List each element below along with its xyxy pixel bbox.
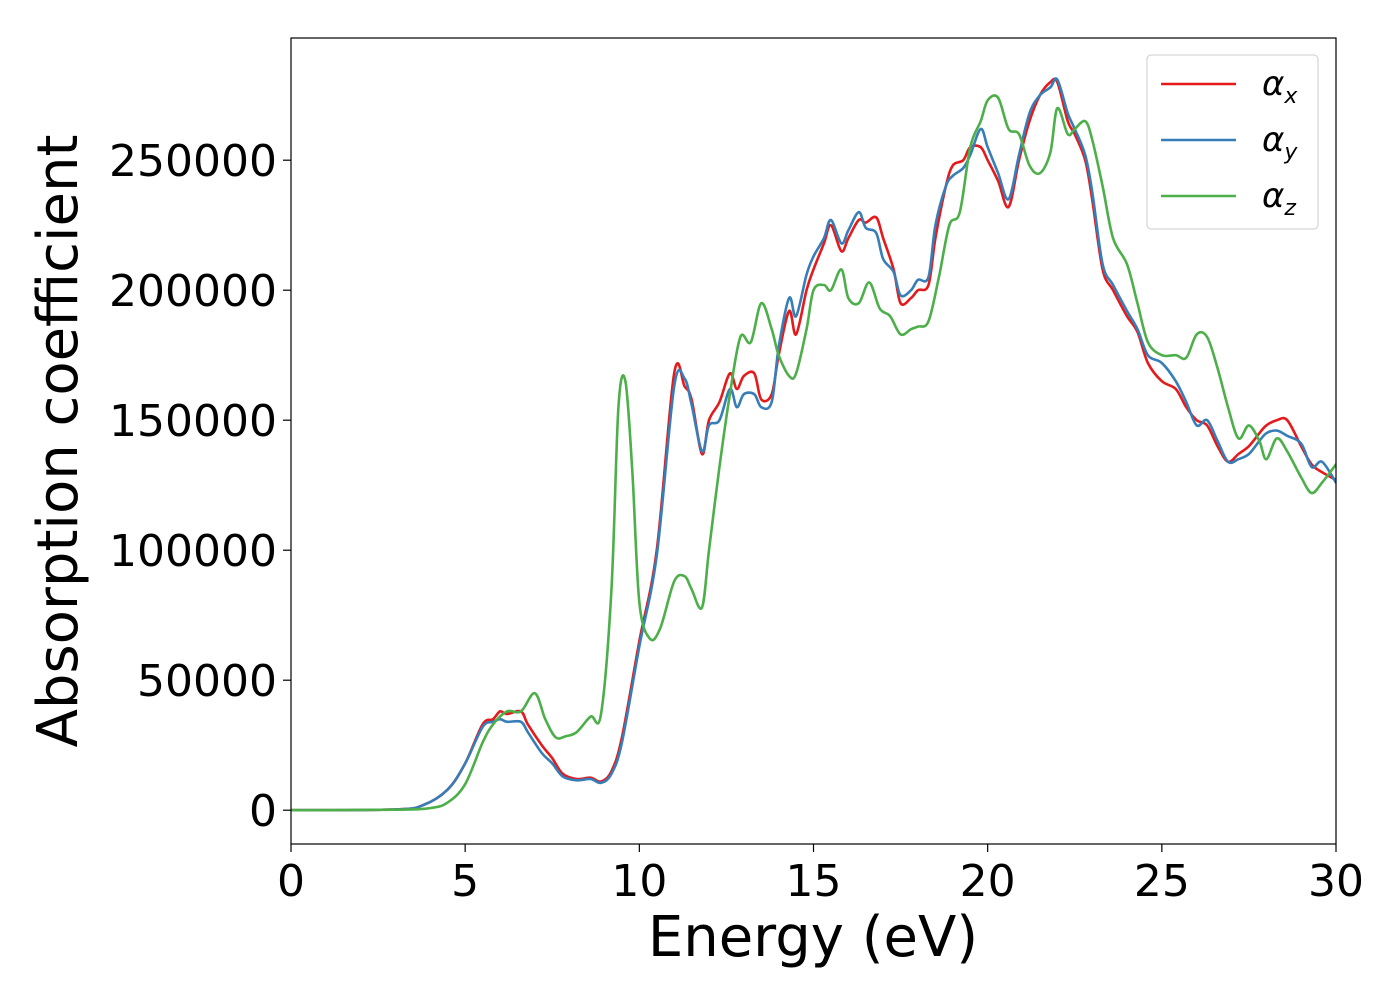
y-tick-label: 0 (249, 786, 277, 837)
legend-label-y: αy (1262, 120, 1298, 165)
x-tick-label: 15 (786, 856, 842, 907)
y-axis-ticks: 0 50000 100000 150000 200000 250000 (109, 136, 291, 837)
x-axis-ticks: 0 5 10 15 20 25 30 (277, 844, 1364, 907)
x-tick-label: 10 (611, 856, 667, 907)
y-tick-label: 250000 (109, 136, 277, 187)
series-layer (291, 77, 1336, 812)
legend-label-x: αx (1262, 64, 1298, 109)
series-line-z (291, 94, 1336, 812)
y-tick-label: 150000 (109, 396, 277, 447)
x-tick-label: 30 (1308, 856, 1364, 907)
legend: αx αy αz (1146, 54, 1319, 230)
x-axis-label: Energy (eV) (648, 905, 978, 970)
series-line-y (291, 77, 1336, 812)
x-tick-label: 0 (277, 856, 305, 907)
y-tick-label: 50000 (137, 656, 277, 707)
y-tick-label: 100000 (109, 526, 277, 577)
y-tick-label: 200000 (109, 266, 277, 317)
x-tick-label: 20 (960, 856, 1016, 907)
x-tick-label: 25 (1134, 856, 1190, 907)
legend-box (1146, 54, 1319, 230)
legend-label-z: αz (1262, 176, 1296, 221)
y-axis-label: Absorption coefficient (26, 135, 91, 748)
x-tick-label: 5 (451, 856, 479, 907)
